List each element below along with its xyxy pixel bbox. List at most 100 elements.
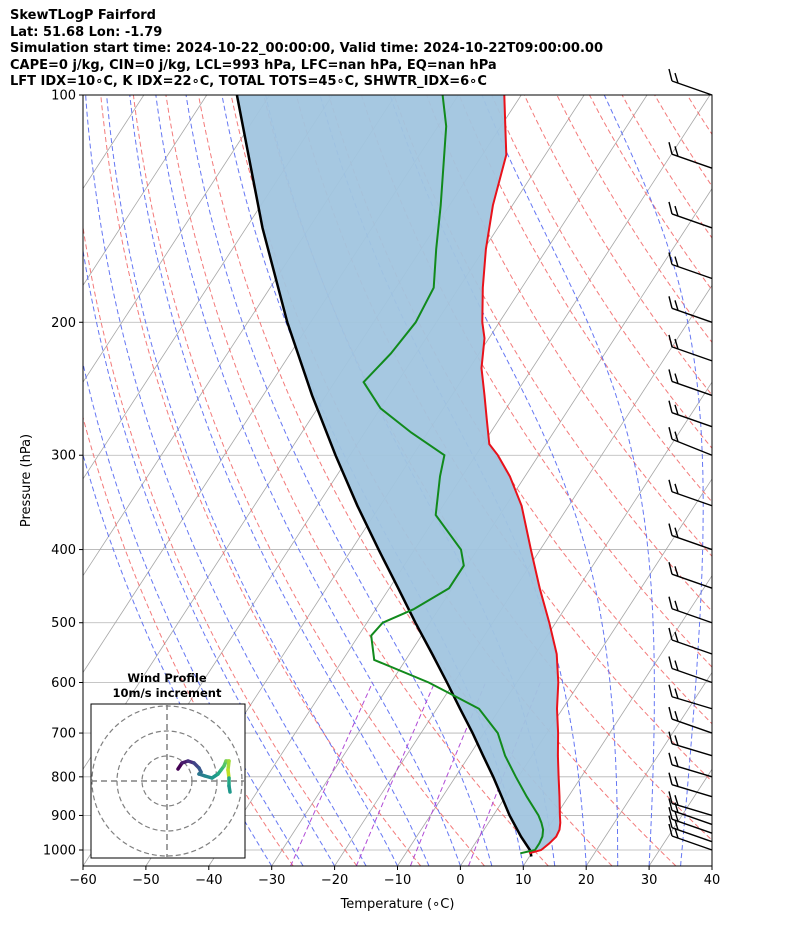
dry-adiabat xyxy=(491,95,712,449)
x-axis-label: Temperature (∘C) xyxy=(340,897,455,912)
wind-barb-staff xyxy=(671,827,713,843)
wind-barb-staff xyxy=(671,718,713,734)
wind-barb-flag xyxy=(674,776,679,787)
wind-barb-flag xyxy=(674,710,679,722)
y-tick-label: 700 xyxy=(51,727,76,742)
isotherm-line xyxy=(0,95,18,866)
wind-barb-flag xyxy=(668,684,673,697)
dry-adiabat xyxy=(132,95,485,866)
wind-barb xyxy=(668,815,713,843)
dry-adiabat xyxy=(621,95,712,239)
x-tick-label: −20 xyxy=(321,873,348,888)
wind-barb-flag xyxy=(674,373,679,384)
isotherm-line xyxy=(83,95,333,480)
y-tick-label: 500 xyxy=(51,616,76,631)
wind-barb-flag xyxy=(674,431,679,442)
wind-barb-flag xyxy=(674,146,679,157)
wind-barb xyxy=(668,141,713,169)
wind-barb-staff xyxy=(671,802,713,817)
dry-adiabat xyxy=(83,224,358,866)
wind-barb-staff xyxy=(671,153,713,169)
wind-barb-flag xyxy=(668,523,673,536)
wind-barb-staff xyxy=(671,667,713,684)
dry-adiabat xyxy=(752,95,794,866)
plot-area xyxy=(0,95,794,866)
wind-barb-flag xyxy=(674,756,679,767)
wind-barb-staff xyxy=(671,639,713,655)
isotherm-line xyxy=(0,95,81,866)
moist-adiabat xyxy=(603,95,704,866)
wind-barb-staff xyxy=(671,263,713,280)
wind-barb xyxy=(668,523,713,551)
moist-adiabat xyxy=(129,95,430,866)
y-tick-label: 600 xyxy=(51,676,76,691)
dry-adiabat xyxy=(720,95,794,866)
y-tick-label: 1000 xyxy=(43,844,76,859)
mixing-ratio-line xyxy=(355,682,436,866)
y-tick-label: 300 xyxy=(51,449,76,464)
wind-barb-staff xyxy=(671,573,713,589)
wind-barb-flag xyxy=(674,72,679,84)
wind-barb-flag xyxy=(674,735,679,746)
dry-adiabat xyxy=(100,95,422,866)
wind-barb-flag xyxy=(674,338,679,350)
x-tick-label: 30 xyxy=(641,873,658,888)
cape-line: CAPE=0 j/kg, CIN=0 j/kg, LCL=993 hPa, LF… xyxy=(10,58,497,73)
wind-barb-flag xyxy=(668,596,673,609)
wind-barb xyxy=(668,334,713,362)
wind-barb-staff xyxy=(671,608,713,624)
hodograph-subtitle: 10m/s increment xyxy=(113,686,222,700)
wind-barb xyxy=(668,596,713,624)
moist-adiabat xyxy=(83,361,304,866)
indices-line: LFT IDX=10∘C, K IDX=22∘C, TOTAL TOTS=45∘… xyxy=(10,74,487,89)
moist-adiabat xyxy=(155,95,461,866)
wind-barb-flag xyxy=(674,827,679,839)
wind-barb-staff xyxy=(671,696,713,710)
wind-barb-staff xyxy=(671,307,713,323)
wind-barb-flag xyxy=(668,479,673,492)
moist-adiabat xyxy=(83,452,273,866)
moist-adiabat xyxy=(711,862,712,866)
wind-barb xyxy=(668,656,713,684)
wind-barb-flag xyxy=(674,483,679,495)
wind-barb-staff xyxy=(671,534,713,551)
wind-barb xyxy=(668,427,713,456)
moist-adiabat xyxy=(481,95,655,866)
wind-barb-flag xyxy=(668,823,673,837)
wind-barb-flag xyxy=(668,141,673,155)
isotherm-line xyxy=(334,284,712,866)
chart-title: SkewTLogP Fairford xyxy=(10,8,156,23)
wind-barb xyxy=(668,752,713,778)
wind-barb-staff xyxy=(671,809,713,826)
isotherm-line xyxy=(522,574,712,866)
wind-barb-flag xyxy=(668,627,673,641)
x-tick-label: −40 xyxy=(195,873,222,888)
x-tick-label: 0 xyxy=(456,873,464,888)
wind-barb-flag xyxy=(668,706,673,720)
wind-barb-flag xyxy=(674,404,679,415)
wind-barb-flag xyxy=(674,631,679,643)
wind-barb-flag xyxy=(668,400,673,413)
dry-adiabat xyxy=(83,415,294,866)
wind-barb xyxy=(668,400,713,428)
wind-barb xyxy=(668,479,713,507)
wind-barb-flag xyxy=(674,811,679,822)
isotherm-line xyxy=(83,95,208,287)
wind-barb-flag xyxy=(674,256,679,267)
mixing-ratio-line xyxy=(290,682,373,866)
wind-barb-staff xyxy=(671,80,713,96)
wind-barb xyxy=(668,731,713,757)
wind-barb-flag xyxy=(668,656,673,669)
wind-barb-flag xyxy=(674,600,679,612)
wind-barb-flag xyxy=(668,772,673,785)
wind-barb-staff xyxy=(671,764,713,778)
dry-adiabat xyxy=(785,95,794,866)
y-tick-label: 900 xyxy=(51,809,76,824)
moist-adiabat xyxy=(106,95,398,866)
y-tick-label: 200 xyxy=(51,316,76,331)
wind-barb-flag xyxy=(674,819,679,831)
wind-barb xyxy=(668,684,713,710)
wind-barb-flag xyxy=(668,798,673,811)
moist-adiabat xyxy=(185,95,493,866)
